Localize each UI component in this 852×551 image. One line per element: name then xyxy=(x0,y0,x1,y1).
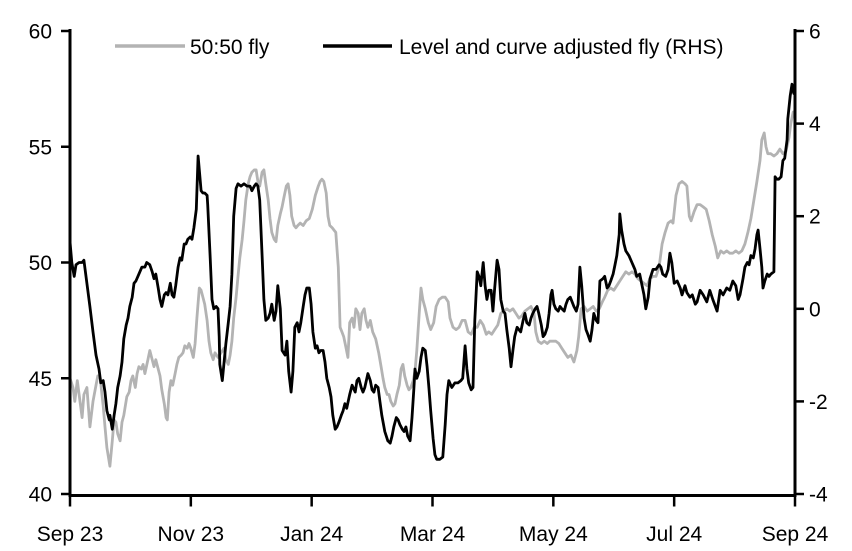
x-axis-tick-label: May 24 xyxy=(519,523,588,546)
right-axis-tick-label: -2 xyxy=(809,391,828,414)
right-axis-tick-label: 0 xyxy=(809,298,821,321)
left-axis-tick-label: 50 xyxy=(29,252,52,275)
left-axis-tick-label: 40 xyxy=(29,484,52,507)
x-axis-tick-label: Sep 24 xyxy=(762,523,829,546)
left-axis-tick-label: 60 xyxy=(29,21,52,44)
x-axis-tick-label: Mar 24 xyxy=(400,523,466,546)
x-axis-tick-label: Jan 24 xyxy=(280,523,343,546)
right-axis-tick-label: 4 xyxy=(809,113,821,136)
left-axis-tick-label: 55 xyxy=(29,136,52,159)
x-axis-tick-label: Jul 24 xyxy=(646,523,702,546)
right-axis-tick-label: 6 xyxy=(809,21,821,44)
left-axis-tick-label: 45 xyxy=(29,368,52,391)
x-axis-tick-label: Nov 23 xyxy=(158,523,225,546)
series-line-fifty-fifty-fly xyxy=(68,110,795,468)
x-axis-tick-label: Sep 23 xyxy=(37,523,104,546)
right-axis-tick-label: 2 xyxy=(809,206,821,229)
right-axis-tick-label: -4 xyxy=(809,484,828,507)
legend-label: Level and curve adjusted fly (RHS) xyxy=(399,36,724,59)
series-line-level-curve-adjusted-fly xyxy=(68,82,796,461)
legend-label: 50:50 fly xyxy=(190,36,270,59)
